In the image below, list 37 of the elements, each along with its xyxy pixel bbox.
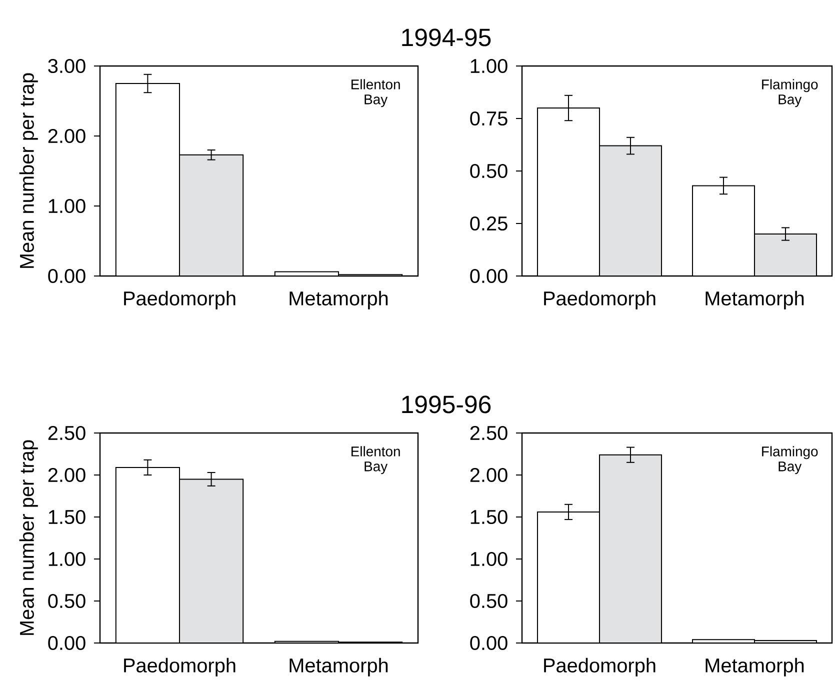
- y-tick-label: 2.00: [470, 468, 508, 482]
- y-tick-label: 0.50: [470, 594, 508, 608]
- annotation: Flamingo Bay: [762, 79, 818, 108]
- y-tick-label: 0.00: [470, 636, 508, 650]
- x-tick-label: Metamorph: [290, 658, 388, 676]
- y-tick-label: 0.50: [48, 594, 86, 608]
- y-axis-title: Mean number per trap: [19, 73, 38, 268]
- annotation: Ellenton Bay: [352, 79, 400, 108]
- x-tick-label: Paedomorph: [544, 290, 656, 310]
- annotation: Flamingo Bay: [762, 446, 818, 474]
- x-tick-label: Metamorph: [706, 658, 804, 676]
- y-axis-title: Mean number per trap: [19, 440, 38, 635]
- y-tick-label: 2.00: [48, 128, 86, 144]
- x-tick-label: Paedomorph: [124, 290, 236, 310]
- y-tick-label: 2.50: [470, 426, 508, 440]
- chart-title: 1994-95: [402, 28, 491, 46]
- y-tick-label: 1.50: [470, 510, 508, 524]
- y-tick-label: 1.00: [470, 552, 508, 566]
- y-tick-label: 0.75: [470, 111, 508, 126]
- y-tick-label: 0.00: [48, 636, 86, 650]
- y-tick-label: 0.25: [470, 216, 508, 231]
- y-tick-label: 2.00: [48, 468, 86, 482]
- y-tick-label: 2.50: [48, 426, 86, 440]
- y-tick-label: 0.00: [470, 268, 508, 284]
- annotation: Ellenton Bay: [352, 446, 400, 474]
- y-tick-label: 1.00: [48, 198, 86, 214]
- y-tick-label: 0.00: [48, 268, 86, 284]
- x-tick-label: Paedomorph: [124, 658, 236, 676]
- x-tick-label: Metamorph: [706, 290, 804, 310]
- y-tick-label: 1.50: [48, 510, 86, 524]
- y-tick-label: 3.00: [48, 58, 86, 74]
- y-tick-label: 0.50: [470, 164, 508, 178]
- y-tick-label: 1.00: [48, 552, 86, 566]
- x-tick-label: Paedomorph: [544, 658, 656, 676]
- y-tick-label: 1.00: [470, 58, 508, 74]
- chart-title: 1995-96: [402, 396, 491, 414]
- x-tick-label: Metamorph: [290, 290, 388, 310]
